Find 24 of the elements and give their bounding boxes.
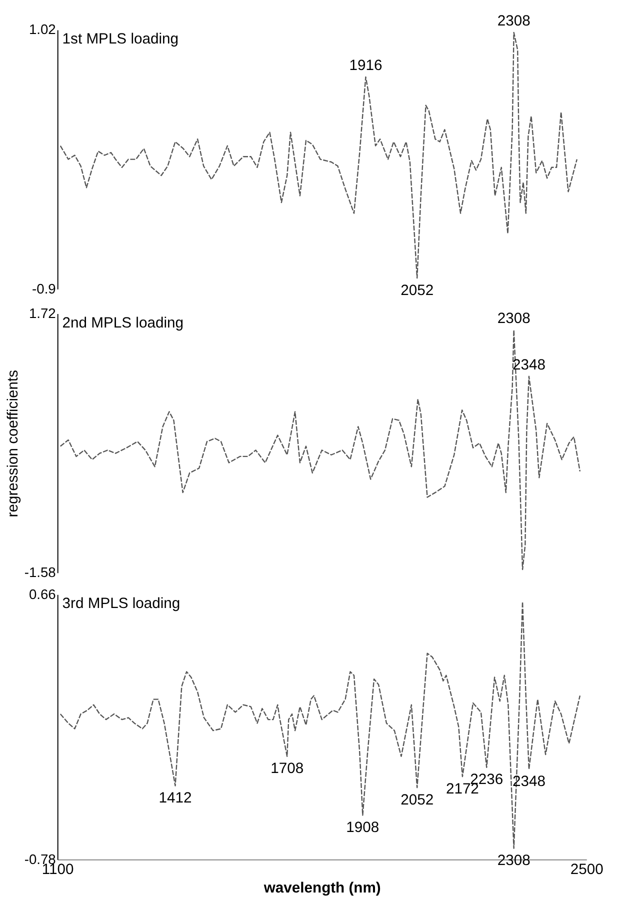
annotation: 2052 bbox=[400, 792, 434, 808]
annotation: 1708 bbox=[270, 761, 304, 778]
line-series bbox=[60, 32, 578, 279]
annotation: 2308 bbox=[497, 853, 530, 870]
annotation: 2348 bbox=[512, 357, 546, 374]
y-tick-label: 1.72 bbox=[28, 305, 56, 322]
chart-title: 3rd MPLS loading bbox=[62, 596, 180, 612]
annotation: 2308 bbox=[497, 311, 530, 328]
annotation: 2052 bbox=[400, 282, 434, 299]
annotation: 1908 bbox=[346, 820, 380, 836]
x-axis-title: wavelength (nm) bbox=[262, 880, 381, 897]
chart-title: 2nd MPLS loading bbox=[62, 315, 184, 332]
x-tick-label: 2500 bbox=[570, 862, 604, 878]
line-series bbox=[60, 329, 581, 570]
annotation: 2348 bbox=[512, 774, 546, 790]
annotation: 1916 bbox=[349, 58, 382, 74]
annotation: 1412 bbox=[158, 790, 192, 807]
y-tick-label: 0.66 bbox=[28, 586, 56, 602]
chart-title: 1st MPLS loading bbox=[62, 32, 179, 48]
y-tick-label: -0.9 bbox=[32, 280, 56, 296]
y-tick-label: 1.02 bbox=[28, 21, 56, 38]
y-axis-title: regression coefficients bbox=[5, 370, 22, 518]
annotation: 2308 bbox=[497, 14, 530, 30]
y-tick-label: -1.58 bbox=[24, 564, 56, 580]
